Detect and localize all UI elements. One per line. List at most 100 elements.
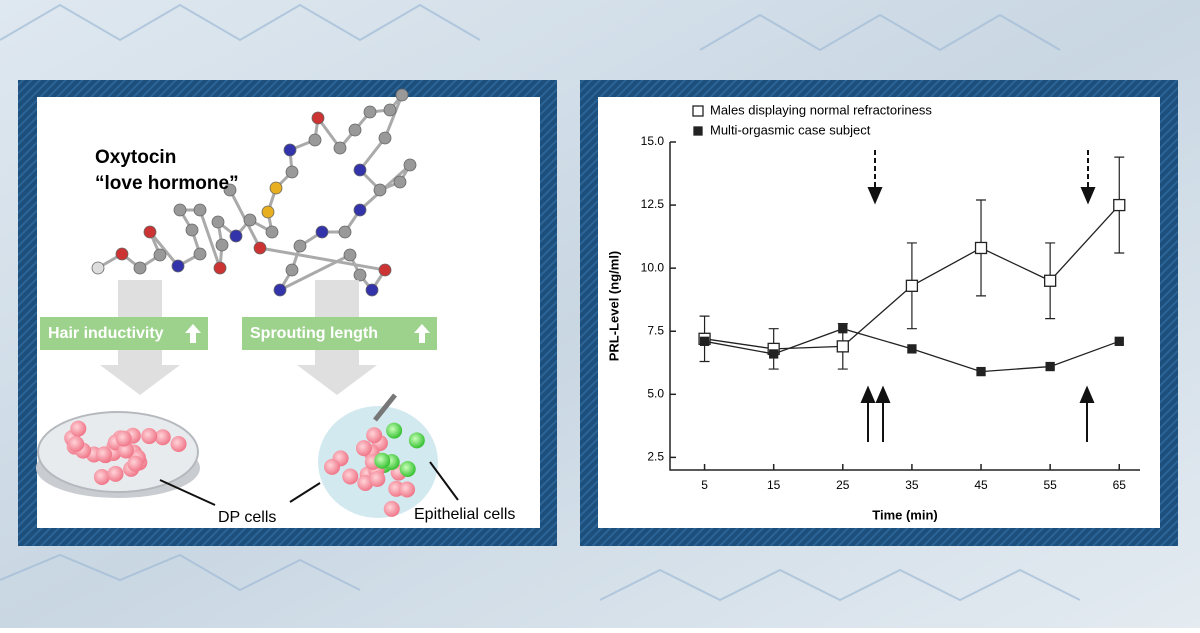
atom <box>215 238 229 252</box>
atom <box>311 111 325 125</box>
atom <box>373 183 387 197</box>
atom <box>293 239 307 253</box>
molecule <box>91 88 417 297</box>
cell <box>127 455 144 472</box>
data-point <box>1114 336 1124 346</box>
label: Epithelial cells <box>414 506 515 523</box>
data-point <box>1043 274 1057 287</box>
atom <box>253 241 267 255</box>
x-tick-label: 15 <box>767 478 781 492</box>
cell <box>342 468 359 485</box>
cell <box>324 458 341 475</box>
cell <box>408 432 425 449</box>
cell <box>355 440 372 457</box>
atom <box>338 225 352 239</box>
cell <box>386 422 403 439</box>
atom <box>308 133 322 147</box>
atom <box>348 123 362 137</box>
panel <box>598 97 1160 528</box>
y-tick-label: 7.5 <box>647 323 664 337</box>
atom <box>173 203 187 217</box>
y-tick-label: 10.0 <box>641 260 665 274</box>
label-box <box>242 317 437 350</box>
cell <box>374 452 391 469</box>
cell <box>369 470 386 487</box>
atom <box>211 215 225 229</box>
annotation-arrows <box>860 150 1096 442</box>
atom <box>265 225 279 239</box>
y-axis-label: PRL-Level (ng/ml) <box>606 251 621 362</box>
atom <box>383 103 397 117</box>
legend-label: Multi-orgasmic case subject <box>710 122 871 137</box>
atom <box>283 143 297 157</box>
label: DP cells <box>218 509 276 526</box>
atom <box>333 141 347 155</box>
atom <box>378 131 392 145</box>
cell <box>117 442 134 459</box>
atom <box>273 283 287 297</box>
atom <box>315 225 329 239</box>
cell <box>96 446 113 463</box>
data-point <box>905 279 919 292</box>
label: Hair inductivity <box>48 325 164 342</box>
atom <box>363 105 377 119</box>
atom <box>115 247 129 261</box>
cell <box>399 481 416 498</box>
atom <box>378 263 392 277</box>
x-tick-label: 35 <box>905 478 919 492</box>
atom <box>343 248 357 262</box>
legend-marker <box>692 105 704 117</box>
label: Sprouting length <box>250 325 378 342</box>
up-icon <box>414 324 430 343</box>
y-tick-label: 2.5 <box>647 450 664 464</box>
atom <box>171 259 185 273</box>
x-axis-label: Time (min) <box>872 507 938 522</box>
atom <box>213 261 227 275</box>
leader-line <box>159 461 459 506</box>
legend-label: Males displaying normal refractoriness <box>710 102 932 117</box>
atom <box>91 261 105 275</box>
atom <box>285 165 299 179</box>
x-tick-label: 25 <box>836 478 850 492</box>
data-point <box>836 340 849 353</box>
atom <box>185 223 199 237</box>
cell <box>357 474 374 491</box>
bond <box>383 94 404 139</box>
atom <box>229 229 243 243</box>
cell <box>399 461 416 478</box>
cell <box>170 436 187 453</box>
y-tick-label: 12.5 <box>641 197 665 211</box>
cells <box>64 420 187 485</box>
axis <box>669 142 1140 471</box>
y-tick-label: 5.0 <box>647 386 664 400</box>
atom <box>143 225 157 239</box>
atom <box>365 283 379 297</box>
atom <box>285 263 299 277</box>
atom <box>133 261 147 275</box>
cell <box>141 428 158 445</box>
atom <box>395 88 409 102</box>
atom <box>353 163 367 177</box>
data-point <box>1113 198 1126 212</box>
cells <box>324 422 425 517</box>
x-tick-label: 65 <box>1113 478 1127 492</box>
bond <box>198 209 222 269</box>
x-tick-label: 55 <box>1043 478 1057 492</box>
cell <box>383 500 400 517</box>
legend-marker <box>693 126 703 136</box>
cell <box>70 420 87 437</box>
pipette <box>373 393 397 422</box>
chart: 2.5 5.0 7.5 10.0 12.5 15.0 5 15 25 35 45 55 65 Time (… <box>606 102 1140 522</box>
bond <box>358 137 387 171</box>
cell <box>68 435 85 452</box>
atom <box>193 247 207 261</box>
cell <box>366 427 383 444</box>
atom <box>193 203 207 217</box>
data-point <box>907 344 917 354</box>
data-point <box>1045 361 1055 372</box>
cell <box>115 430 132 447</box>
label-box <box>40 317 208 350</box>
molecule-nickname: “love hormone” <box>95 173 239 194</box>
atom <box>243 213 257 227</box>
